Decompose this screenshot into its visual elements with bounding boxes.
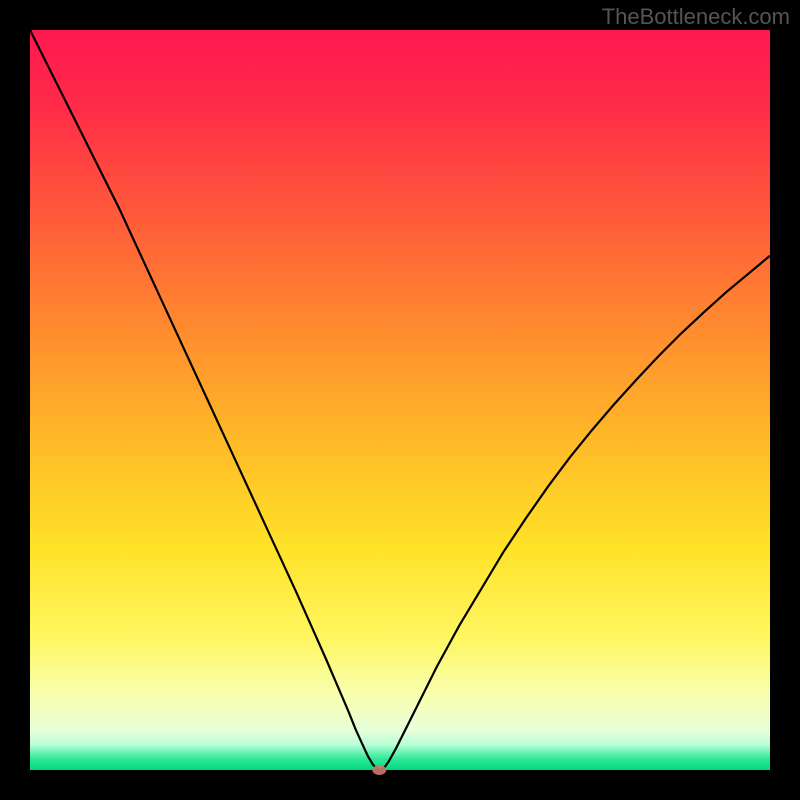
bottleneck-chart bbox=[0, 0, 800, 800]
chart-container: { "watermark": "TheBottleneck.com", "cha… bbox=[0, 0, 800, 800]
optimum-marker bbox=[372, 765, 386, 775]
plot-background bbox=[30, 30, 770, 770]
watermark-text: TheBottleneck.com bbox=[602, 4, 790, 30]
